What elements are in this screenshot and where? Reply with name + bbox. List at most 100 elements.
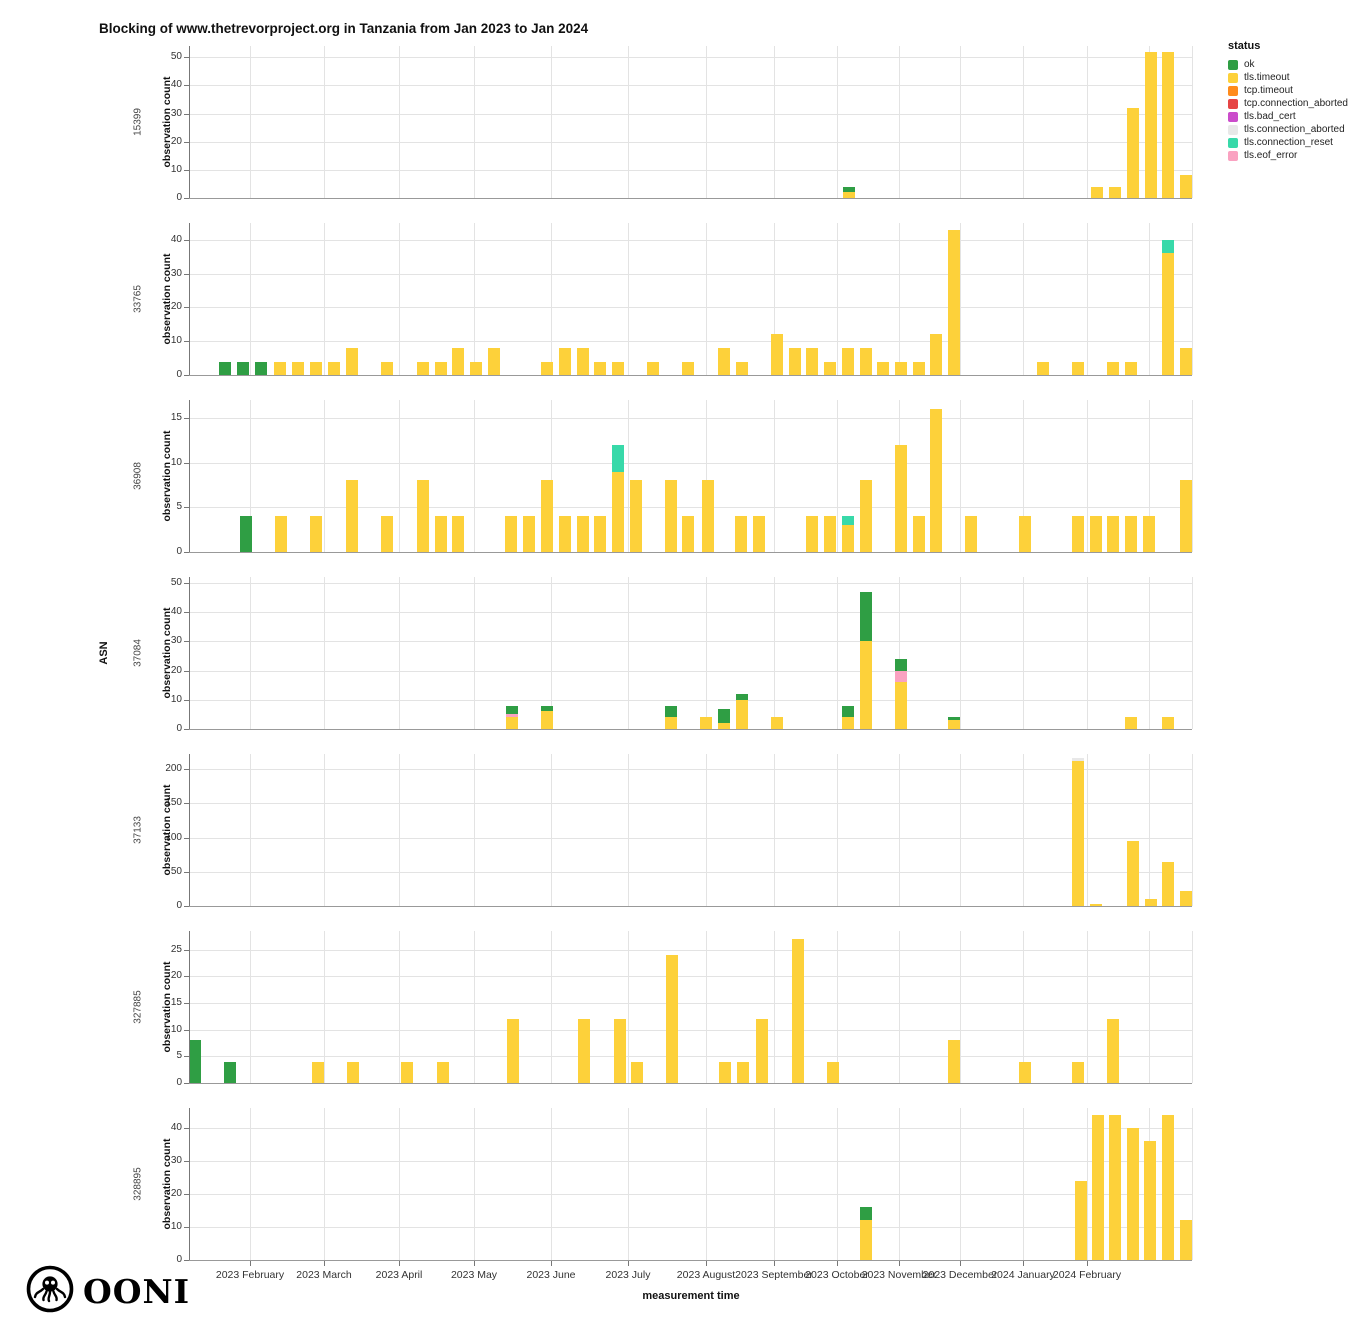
stacked-bar-33765[interactable]	[1180, 347, 1192, 375]
stacked-bar-33765[interactable]	[310, 361, 322, 375]
stacked-bar-33765[interactable]	[930, 334, 942, 375]
stacked-bar-33765[interactable]	[682, 361, 694, 375]
stacked-bar-36908[interactable]	[1107, 516, 1119, 552]
stacked-bar-327885[interactable]	[614, 1019, 626, 1083]
stacked-bar-328895[interactable]	[1162, 1114, 1174, 1260]
stacked-bar-36908[interactable]	[753, 516, 765, 552]
stacked-bar-33765[interactable]	[842, 347, 854, 375]
stacked-bar-327885[interactable]	[756, 1019, 768, 1083]
stacked-bar-37084[interactable]	[895, 658, 907, 729]
stacked-bar-33765[interactable]	[346, 347, 358, 375]
stacked-bar-36908[interactable]	[682, 516, 694, 552]
stacked-bar-36908[interactable]	[665, 480, 677, 552]
stacked-bar-37133[interactable]	[1127, 840, 1139, 906]
stacked-bar-36908[interactable]	[913, 516, 925, 552]
stacked-bar-33765[interactable]	[274, 361, 286, 375]
stacked-bar-33765[interactable]	[647, 361, 659, 375]
stacked-bar-36908[interactable]	[417, 480, 429, 552]
stacked-bar-33765[interactable]	[1162, 239, 1174, 375]
stacked-bar-37133[interactable]	[1090, 903, 1102, 906]
stacked-bar-36908[interactable]	[310, 516, 322, 552]
stacked-bar-33765[interactable]	[577, 347, 589, 375]
stacked-bar-33765[interactable]	[771, 334, 783, 375]
stacked-bar-15399[interactable]	[843, 186, 855, 198]
stacked-bar-36908[interactable]	[1125, 516, 1137, 552]
stacked-bar-33765[interactable]	[806, 347, 818, 375]
stacked-bar-327885[interactable]	[1019, 1061, 1031, 1083]
stacked-bar-15399[interactable]	[1127, 107, 1139, 198]
stacked-bar-37133[interactable]	[1162, 862, 1174, 906]
stacked-bar-37084[interactable]	[506, 705, 518, 729]
stacked-bar-33765[interactable]	[417, 361, 429, 375]
stacked-bar-33765[interactable]	[237, 361, 249, 375]
stacked-bar-327885[interactable]	[948, 1040, 960, 1083]
stacked-bar-33765[interactable]	[381, 361, 393, 375]
stacked-bar-36908[interactable]	[435, 516, 447, 552]
stacked-bar-37084[interactable]	[860, 591, 872, 729]
stacked-bar-33765[interactable]	[1107, 361, 1119, 375]
stacked-bar-36908[interactable]	[630, 480, 642, 552]
stacked-bar-33765[interactable]	[718, 347, 730, 375]
stacked-bar-33765[interactable]	[559, 347, 571, 375]
stacked-bar-33765[interactable]	[219, 361, 231, 375]
stacked-bar-36908[interactable]	[806, 516, 818, 552]
stacked-bar-36908[interactable]	[895, 444, 907, 552]
stacked-bar-328895[interactable]	[860, 1207, 872, 1260]
stacked-bar-36908[interactable]	[965, 516, 977, 552]
stacked-bar-36908[interactable]	[930, 408, 942, 552]
stacked-bar-36908[interactable]	[559, 516, 571, 552]
stacked-bar-327885[interactable]	[631, 1061, 643, 1083]
stacked-bar-33765[interactable]	[948, 229, 960, 375]
stacked-bar-33765[interactable]	[435, 361, 447, 375]
stacked-bar-33765[interactable]	[612, 361, 624, 375]
stacked-bar-37084[interactable]	[948, 717, 960, 729]
stacked-bar-33765[interactable]	[877, 361, 889, 375]
stacked-bar-36908[interactable]	[702, 480, 714, 552]
stacked-bar-327885[interactable]	[347, 1061, 359, 1083]
stacked-bar-327885[interactable]	[578, 1019, 590, 1083]
stacked-bar-36908[interactable]	[824, 516, 836, 552]
stacked-bar-36908[interactable]	[346, 480, 358, 552]
stacked-bar-33765[interactable]	[488, 347, 500, 375]
stacked-bar-33765[interactable]	[860, 347, 872, 375]
stacked-bar-33765[interactable]	[1125, 361, 1137, 375]
stacked-bar-37133[interactable]	[1145, 899, 1157, 906]
stacked-bar-37084[interactable]	[771, 717, 783, 729]
stacked-bar-327885[interactable]	[792, 939, 804, 1083]
stacked-bar-37084[interactable]	[665, 705, 677, 729]
stacked-bar-327885[interactable]	[1107, 1019, 1119, 1083]
stacked-bar-327885[interactable]	[737, 1061, 749, 1083]
stacked-bar-36908[interactable]	[505, 516, 517, 552]
stacked-bar-36908[interactable]	[541, 480, 553, 552]
stacked-bar-36908[interactable]	[1090, 516, 1102, 552]
stacked-bar-36908[interactable]	[594, 516, 606, 552]
stacked-bar-33765[interactable]	[328, 361, 340, 375]
stacked-bar-33765[interactable]	[1072, 361, 1084, 375]
stacked-bar-36908[interactable]	[860, 480, 872, 552]
stacked-bar-36908[interactable]	[275, 516, 287, 552]
stacked-bar-327885[interactable]	[401, 1061, 413, 1083]
stacked-bar-33765[interactable]	[292, 361, 304, 375]
stacked-bar-37084[interactable]	[842, 705, 854, 729]
stacked-bar-328895[interactable]	[1092, 1114, 1104, 1260]
stacked-bar-36908[interactable]	[1072, 516, 1084, 552]
stacked-bar-33765[interactable]	[255, 361, 267, 375]
stacked-bar-327885[interactable]	[312, 1061, 324, 1083]
stacked-bar-33765[interactable]	[1037, 361, 1049, 375]
stacked-bar-327885[interactable]	[666, 955, 678, 1083]
stacked-bar-36908[interactable]	[381, 516, 393, 552]
stacked-bar-37133[interactable]	[1180, 890, 1192, 906]
stacked-bar-327885[interactable]	[224, 1061, 236, 1083]
stacked-bar-15399[interactable]	[1162, 51, 1174, 198]
stacked-bar-33765[interactable]	[452, 347, 464, 375]
stacked-bar-36908[interactable]	[842, 516, 854, 552]
stacked-bar-328895[interactable]	[1109, 1114, 1121, 1260]
stacked-bar-37133[interactable]	[1072, 758, 1084, 906]
stacked-bar-327885[interactable]	[827, 1061, 839, 1083]
stacked-bar-33765[interactable]	[789, 347, 801, 375]
stacked-bar-15399[interactable]	[1091, 186, 1103, 198]
stacked-bar-328895[interactable]	[1075, 1180, 1087, 1260]
stacked-bar-37084[interactable]	[1162, 717, 1174, 729]
stacked-bar-328895[interactable]	[1180, 1220, 1192, 1260]
stacked-bar-37084[interactable]	[541, 705, 553, 729]
